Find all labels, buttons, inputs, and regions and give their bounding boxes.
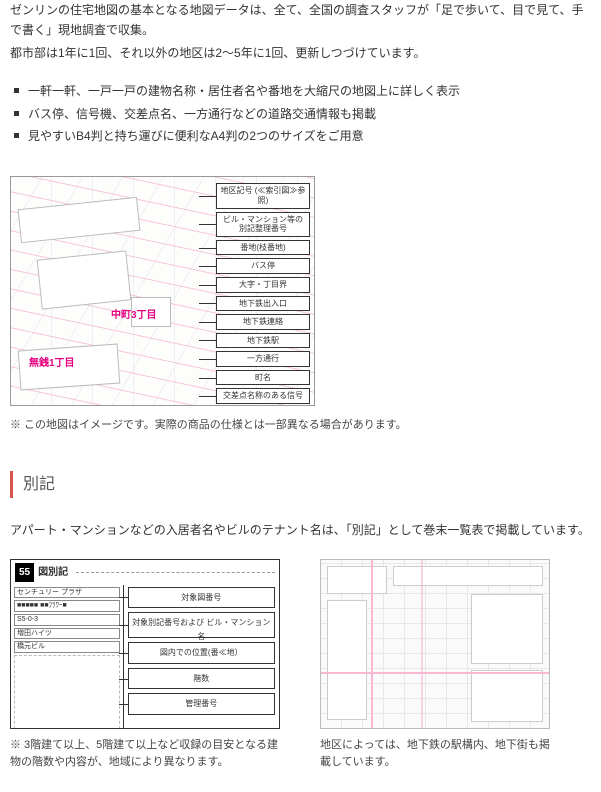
legend-item: 町名 bbox=[216, 370, 310, 386]
bekki-label: 管理番号 bbox=[128, 693, 275, 715]
legend-item: 交差点名称のある信号 bbox=[216, 388, 310, 404]
bekki-sample-image: 55 図別記 センチュリー プラザ ■■■■■ ■■ﾌﾗﾜｰ■ S5-0-3 増… bbox=[10, 559, 280, 729]
legend-item: 大字・丁目界 bbox=[216, 277, 310, 293]
intro-line-1: ゼンリンの住宅地図の基本となる地図データは、全て、全国の調査スタッフが「足で歩い… bbox=[10, 0, 591, 41]
feature-list: 一軒一軒、一戸一戸の建物名称・居住者名や番地を大縮尺の地図上に詳しく表示 バス停… bbox=[14, 81, 591, 146]
bekki-page-label: 図別記 bbox=[38, 564, 68, 581]
bekki-page-num: 55 bbox=[15, 563, 34, 582]
legend-item: 地下鉄出入口 bbox=[216, 296, 310, 312]
map-sample-block: 中町3丁目 無銭1丁目 地区記号 (≪索引図≫参照) ビル・マンション等の別記整… bbox=[10, 176, 591, 435]
feature-item: 見やすいB4判と持ち運びに便利なA4判の2つのサイズをご用意 bbox=[14, 126, 591, 146]
legend-item: 番地(枝番地) bbox=[216, 240, 310, 256]
map-area-label: 中町3丁目 bbox=[111, 307, 157, 324]
map-area-label: 無銭1丁目 bbox=[29, 355, 75, 372]
intro-line-2: 都市部は1年に1回、それ以外の地区は2～5年に1回、更新しつづけています。 bbox=[10, 43, 591, 63]
legend-item: 地下鉄連絡 bbox=[216, 314, 310, 330]
bekki-left-col: 55 図別記 センチュリー プラザ ■■■■■ ■■ﾌﾗﾜｰ■ S5-0-3 増… bbox=[10, 559, 280, 772]
feature-item: バス停、信号機、交差点名、一方通行などの道路交通情報も掲載 bbox=[14, 104, 591, 124]
bekki-left-caption: ※ 3階建て以上、5階建て以上など収録の目安となる建物の階数や内容が、地域により… bbox=[10, 737, 280, 772]
bekki-lead: アパート・マンションなどの入居者名やビルのテナント名は、「別記」として巻末一覧表… bbox=[10, 520, 591, 540]
bekki-label: 階数 bbox=[128, 668, 275, 690]
bekki-label: 対象図番号 bbox=[128, 587, 275, 609]
map-sample-image: 中町3丁目 無銭1丁目 地区記号 (≪索引図≫参照) ビル・マンション等の別記整… bbox=[10, 176, 315, 406]
legend-item: 一方通行 bbox=[216, 351, 310, 367]
intro-text: ゼンリンの住宅地図の基本となる地図データは、全て、全国の調査スタッフが「足で歩い… bbox=[10, 0, 591, 63]
bekki-entry: センチュリー プラザ bbox=[14, 587, 120, 599]
bekki-right-caption: 地区によっては、地下鉄の駅構内、地下街も掲載しています。 bbox=[320, 737, 550, 772]
bekki-entry: S5-0-3 bbox=[14, 614, 120, 626]
section-heading-bekki: 別記 bbox=[10, 471, 591, 498]
feature-item: 一軒一軒、一戸一戸の建物名称・居住者名や番地を大縮尺の地図上に詳しく表示 bbox=[14, 81, 591, 101]
legend-item: 地区記号 (≪索引図≫参照) bbox=[216, 183, 310, 208]
legend-item: 地下鉄駅 bbox=[216, 333, 310, 349]
legend-item: バス停 bbox=[216, 258, 310, 274]
bekki-entry: 増田ハイツ bbox=[14, 628, 120, 640]
map-caption: ※ この地図はイメージです。実際の商品の仕様とは一部異なる場合があります。 bbox=[10, 416, 591, 435]
map-legend: 地区記号 (≪索引図≫参照) ビル・マンション等の別記整理番号 番地(枝番地) … bbox=[216, 183, 310, 406]
bekki-right-col: 地区によっては、地下鉄の駅構内、地下街も掲載しています。 bbox=[320, 559, 550, 772]
station-sample-image bbox=[320, 559, 550, 729]
legend-item: ビル・マンション等の別記整理番号 bbox=[216, 212, 310, 237]
bekki-label: 図内での位置(番≪地） bbox=[128, 642, 275, 664]
bekki-entry: 橋元ビル bbox=[14, 641, 120, 653]
bekki-entry: ■■■■■ ■■ﾌﾗﾜｰ■ bbox=[14, 600, 120, 612]
bekki-label: 対象別記番号および ビル・マンション名 bbox=[128, 612, 275, 638]
bekki-row: 55 図別記 センチュリー プラザ ■■■■■ ■■ﾌﾗﾜｰ■ S5-0-3 増… bbox=[10, 559, 591, 772]
